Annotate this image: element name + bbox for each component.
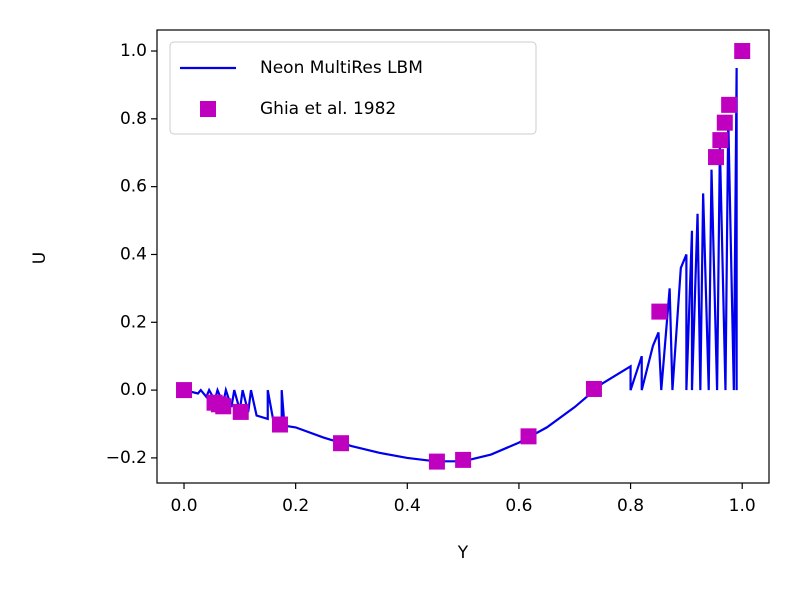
legend-box	[169, 41, 537, 135]
x-tick-label: 0.2	[282, 496, 309, 516]
x-axis-label: Y	[457, 543, 469, 563]
data-point	[721, 96, 738, 113]
x-tick-label: 0.6	[505, 496, 532, 516]
data-line	[183, 67, 738, 463]
y-tick-label: 1.0	[120, 41, 147, 61]
data-point	[734, 43, 751, 60]
data-point	[232, 403, 249, 420]
data-point	[455, 451, 472, 468]
data-point	[271, 416, 288, 433]
plot-frame	[156, 29, 770, 484]
x-tick-label: 0.8	[617, 496, 644, 516]
y-axis-label: U	[30, 252, 50, 264]
data-point	[428, 453, 445, 470]
data-point	[716, 114, 733, 131]
legend-label: Ghia et al. 1982	[260, 99, 396, 119]
data-point	[333, 435, 350, 452]
data-point	[215, 398, 232, 415]
y-tick-label: 0.8	[120, 109, 147, 129]
x-tick-label: 0.4	[394, 496, 421, 516]
y-tick-label: 0.2	[120, 312, 147, 332]
x-tick-label: 1.0	[729, 496, 756, 516]
y-tick-label: 0.0	[120, 380, 147, 400]
y-tick-label: 0.6	[120, 177, 147, 197]
x-tick-label: 0.0	[170, 496, 197, 516]
data-point	[651, 303, 668, 320]
data-point	[520, 428, 537, 445]
y-tick-label: −0.2	[106, 448, 147, 468]
y-tick-label: 0.4	[120, 244, 147, 264]
data-point	[712, 132, 729, 149]
data-point	[176, 382, 193, 399]
legend-swatch	[200, 101, 216, 117]
data-point	[585, 380, 602, 397]
legend-label: Neon MultiRes LBM	[260, 58, 423, 78]
data-point	[708, 149, 725, 166]
